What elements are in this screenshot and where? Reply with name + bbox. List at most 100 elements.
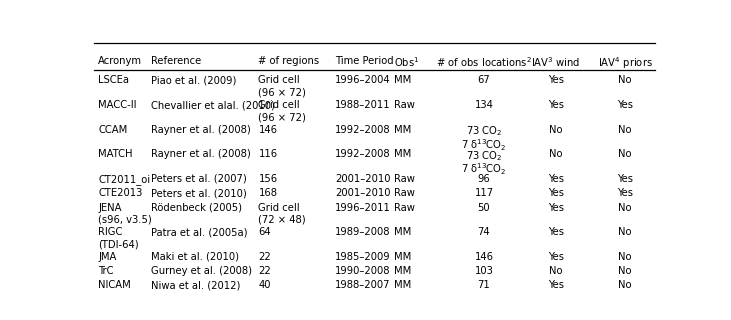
Text: Acronym: Acronym: [98, 56, 142, 66]
Text: 1988–2011: 1988–2011: [335, 100, 390, 110]
Text: Grid cell: Grid cell: [259, 75, 300, 85]
Text: 71: 71: [477, 280, 491, 290]
Text: 74: 74: [477, 227, 491, 237]
Text: (96 × 72): (96 × 72): [259, 112, 306, 122]
Text: Yes: Yes: [617, 100, 633, 110]
Text: 146: 146: [474, 252, 493, 262]
Text: Yes: Yes: [548, 227, 564, 237]
Text: Peters et al. (2007): Peters et al. (2007): [151, 174, 246, 184]
Text: IAV$^3$ wind: IAV$^3$ wind: [531, 56, 580, 69]
Text: Raw: Raw: [395, 188, 415, 198]
Text: No: No: [618, 252, 632, 262]
Text: LSCEa: LSCEa: [98, 75, 129, 85]
Text: Yes: Yes: [548, 188, 564, 198]
Text: JENA: JENA: [98, 203, 121, 212]
Text: Patra et al. (2005a): Patra et al. (2005a): [151, 227, 247, 237]
Text: (s96, v3.5): (s96, v3.5): [98, 215, 152, 225]
Text: 64: 64: [259, 227, 271, 237]
Text: Piao et al. (2009): Piao et al. (2009): [151, 75, 236, 85]
Text: TrC: TrC: [98, 266, 114, 276]
Text: 117: 117: [474, 188, 493, 198]
Text: Rayner et al. (2008): Rayner et al. (2008): [151, 149, 251, 159]
Text: JMA: JMA: [98, 252, 116, 262]
Text: (96 × 72): (96 × 72): [259, 88, 306, 98]
Text: (TDI-64): (TDI-64): [98, 239, 139, 250]
Text: 1990–2008: 1990–2008: [335, 266, 390, 276]
Text: 168: 168: [259, 188, 278, 198]
Text: MM: MM: [395, 266, 412, 276]
Text: MM: MM: [395, 124, 412, 135]
Text: Yes: Yes: [548, 174, 564, 184]
Text: Obs$^1$: Obs$^1$: [395, 56, 420, 69]
Text: 146: 146: [259, 124, 278, 135]
Text: 73 CO$_2$: 73 CO$_2$: [466, 124, 502, 139]
Text: Chevallier et alal. (2010): Chevallier et alal. (2010): [151, 100, 275, 110]
Text: 1985–2009: 1985–2009: [335, 252, 390, 262]
Text: 22: 22: [259, 252, 271, 262]
Text: 1996–2011: 1996–2011: [335, 203, 391, 212]
Text: Rayner et al. (2008): Rayner et al. (2008): [151, 124, 251, 135]
Text: 134: 134: [474, 100, 493, 110]
Text: No: No: [618, 124, 632, 135]
Text: Yes: Yes: [548, 280, 564, 290]
Text: CTE2013: CTE2013: [98, 188, 143, 198]
Text: No: No: [618, 280, 632, 290]
Text: 2001–2010: 2001–2010: [335, 188, 390, 198]
Text: 50: 50: [477, 203, 491, 212]
Text: Rödenbeck (2005): Rödenbeck (2005): [151, 203, 242, 212]
Text: No: No: [618, 227, 632, 237]
Text: 1992–2008: 1992–2008: [335, 124, 390, 135]
Text: MATCH: MATCH: [98, 149, 132, 159]
Text: No: No: [549, 266, 563, 276]
Text: # of regions: # of regions: [259, 56, 319, 66]
Text: No: No: [618, 203, 632, 212]
Text: (72 × 48): (72 × 48): [259, 215, 306, 225]
Text: NICAM: NICAM: [98, 280, 131, 290]
Text: 156: 156: [259, 174, 278, 184]
Text: No: No: [549, 149, 563, 159]
Text: Grid cell: Grid cell: [259, 203, 300, 212]
Text: Gurney et al. (2008): Gurney et al. (2008): [151, 266, 252, 276]
Text: 73 CO$_2$: 73 CO$_2$: [466, 149, 502, 163]
Text: 116: 116: [259, 149, 278, 159]
Text: Raw: Raw: [395, 174, 415, 184]
Text: No: No: [618, 149, 632, 159]
Text: MM: MM: [395, 149, 412, 159]
Text: No: No: [549, 124, 563, 135]
Text: MM: MM: [395, 75, 412, 85]
Text: Raw: Raw: [395, 100, 415, 110]
Text: Yes: Yes: [617, 174, 633, 184]
Text: No: No: [618, 75, 632, 85]
Text: 1992–2008: 1992–2008: [335, 149, 390, 159]
Text: RIGC: RIGC: [98, 227, 123, 237]
Text: 40: 40: [259, 280, 271, 290]
Text: 1989–2008: 1989–2008: [335, 227, 390, 237]
Text: MM: MM: [395, 252, 412, 262]
Text: MM: MM: [395, 280, 412, 290]
Text: CCAM: CCAM: [98, 124, 127, 135]
Text: 67: 67: [477, 75, 491, 85]
Text: 1988–2007: 1988–2007: [335, 280, 390, 290]
Text: 1996–2004: 1996–2004: [335, 75, 390, 85]
Text: # of obs locations$^2$: # of obs locations$^2$: [436, 56, 532, 69]
Text: Yes: Yes: [548, 252, 564, 262]
Text: 7 δ$^{13}$CO$_2$: 7 δ$^{13}$CO$_2$: [461, 137, 507, 153]
Text: Maki et al. (2010): Maki et al. (2010): [151, 252, 239, 262]
Text: 96: 96: [477, 174, 491, 184]
Text: Yes: Yes: [548, 100, 564, 110]
Text: Niwa et al. (2012): Niwa et al. (2012): [151, 280, 240, 290]
Text: MM: MM: [395, 227, 412, 237]
Text: Peters et al. (2010): Peters et al. (2010): [151, 188, 246, 198]
Text: Time Period: Time Period: [335, 56, 393, 66]
Text: 7 δ$^{13}$CO$_2$: 7 δ$^{13}$CO$_2$: [461, 162, 507, 177]
Text: 22: 22: [259, 266, 271, 276]
Text: Raw: Raw: [395, 203, 415, 212]
Text: Grid cell: Grid cell: [259, 100, 300, 110]
Text: IAV$^4$ priors: IAV$^4$ priors: [598, 56, 653, 71]
Text: Yes: Yes: [548, 75, 564, 85]
Text: Yes: Yes: [548, 203, 564, 212]
Text: Reference: Reference: [151, 56, 201, 66]
Text: CT2011_oi: CT2011_oi: [98, 174, 151, 185]
Text: 2001–2010: 2001–2010: [335, 174, 390, 184]
Text: MACC-II: MACC-II: [98, 100, 137, 110]
